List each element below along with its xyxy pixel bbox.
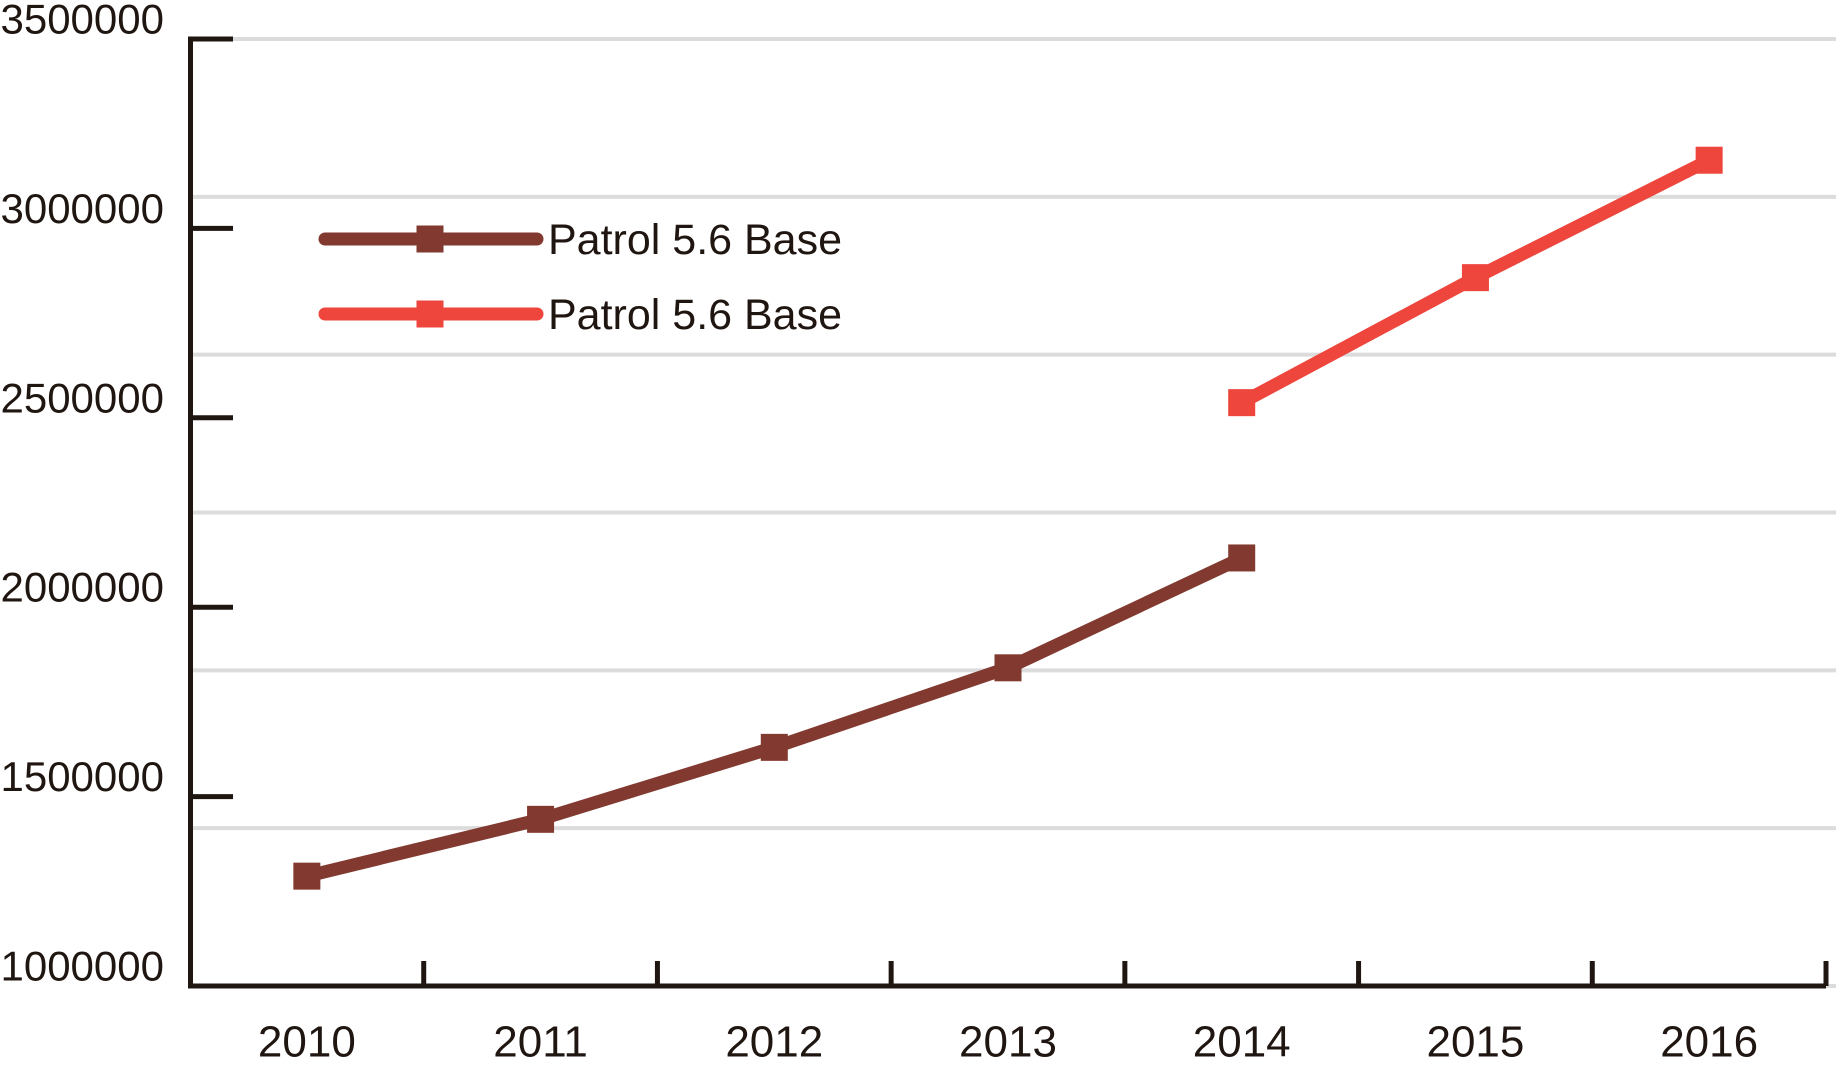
series-0 [293, 544, 1256, 890]
legend-swatch-marker [416, 300, 444, 328]
series-marker [1461, 264, 1489, 292]
y-tick-label: 2500000 [0, 374, 164, 421]
x-tick-label: 2016 [1660, 1018, 1758, 1067]
y-tick-label: 3500000 [0, 0, 164, 43]
series-marker [527, 805, 555, 833]
legend-item: Patrol 5.6 Base [318, 291, 842, 339]
legend-label: Patrol 5.6 Base [548, 291, 842, 339]
x-tick-label: 2014 [1193, 1018, 1291, 1067]
series-marker [1228, 389, 1256, 417]
legend-swatch-marker [416, 225, 444, 253]
y-tick-label: 1500000 [0, 753, 164, 800]
x-tick-label: 2012 [725, 1018, 823, 1067]
series-marker [760, 733, 788, 761]
legend-item: Patrol 5.6 Base [318, 216, 842, 264]
x-tick-label: 2011 [493, 1018, 588, 1067]
x-tick-label: 2010 [258, 1018, 356, 1067]
series-marker [1695, 146, 1723, 174]
x-tick-label: 2013 [959, 1018, 1057, 1067]
x-axis: 2010 2011 2012 2013 2014 2015 2016 [188, 961, 1829, 1067]
legend: Patrol 5.6 Base Patrol 5.6 Base [318, 216, 842, 339]
y-tick-label: 2000000 [0, 564, 164, 611]
series-marker [293, 862, 321, 890]
x-tick-label: 2015 [1426, 1018, 1524, 1067]
legend-label: Patrol 5.6 Base [548, 216, 842, 264]
y-tick-label: 1000000 [0, 943, 164, 990]
y-tick-label: 3000000 [0, 185, 164, 232]
series-1 [1228, 146, 1723, 417]
series-marker [1228, 544, 1256, 572]
y-axis: 3500000 3000000 2500000 2000000 1500000 10000… [0, 0, 233, 990]
series-marker [994, 654, 1022, 682]
